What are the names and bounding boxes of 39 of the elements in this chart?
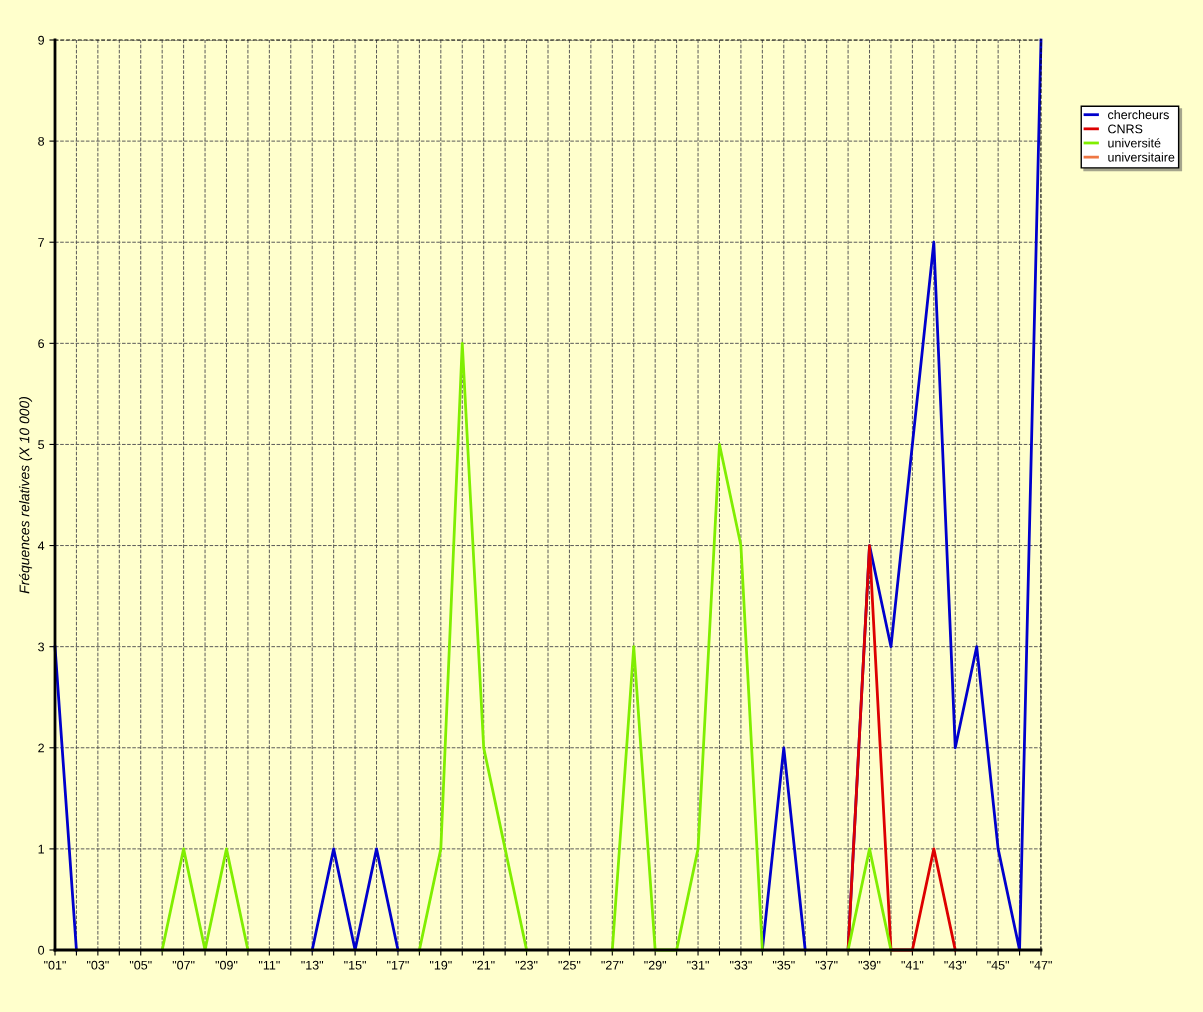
legend-label: universitaire: [1108, 152, 1175, 162]
x-tick-label: "17": [387, 960, 409, 970]
x-tick-label: "29": [644, 960, 667, 970]
x-tick-label: "43": [944, 960, 967, 970]
y-tick-label: 2: [38, 743, 44, 753]
y-tick-label: 0: [38, 945, 45, 955]
y-tick-label: 8: [38, 136, 45, 146]
x-tick-label: "45": [987, 960, 1009, 970]
y-tick-label: 3: [38, 642, 45, 652]
y-tick-label: 1: [38, 844, 44, 854]
legend-label: CNRS: [1108, 124, 1143, 134]
x-tick-label: "41": [901, 960, 924, 970]
legend-label: chercheurs: [1108, 110, 1169, 120]
x-tick-label: "31": [687, 960, 709, 970]
x-tick-label: "35": [772, 960, 795, 970]
y-tick-label: 9: [38, 35, 44, 45]
x-tick-label: "39": [858, 960, 881, 970]
x-tick-label: "13": [301, 960, 324, 970]
x-tick-label: "15": [344, 960, 366, 970]
y-axis-title: Fréquences relatives (X 10 000): [18, 397, 33, 594]
x-tick-label: "23": [515, 960, 538, 970]
x-tick-label: "11": [258, 960, 280, 970]
y-tick-label: 4: [37, 541, 45, 551]
y-tick-label: 7: [38, 238, 44, 247]
y-tick-label: 5: [38, 440, 45, 450]
x-tick-label: "19": [429, 960, 452, 970]
x-tick-label: "37": [815, 960, 838, 970]
legend-label: université: [1108, 138, 1161, 148]
x-tick-label: "47": [1030, 960, 1052, 970]
x-tick-label: "27": [601, 960, 624, 970]
x-tick-label: "05": [129, 960, 152, 970]
x-tick-label: "03": [87, 960, 109, 970]
x-tick-label: "09": [215, 960, 238, 970]
x-tick-label: "01": [44, 960, 66, 970]
x-tick-label: "21": [472, 960, 495, 970]
x-tick-label: "25": [558, 960, 581, 970]
x-tick-label: "33": [730, 960, 752, 970]
x-tick-label: "07": [172, 960, 195, 970]
y-tick-label: 6: [38, 339, 45, 348]
